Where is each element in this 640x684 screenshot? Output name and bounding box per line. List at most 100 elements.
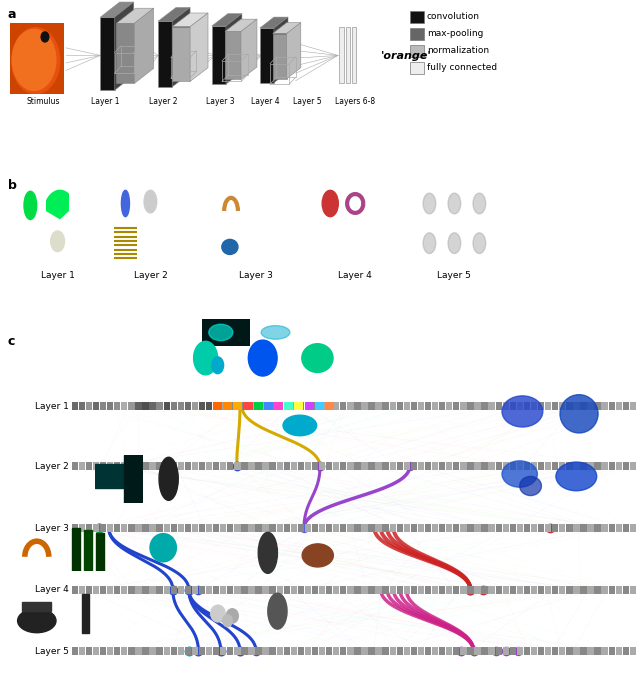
Bar bbox=[135, 402, 141, 410]
Ellipse shape bbox=[248, 340, 277, 376]
Bar bbox=[467, 462, 474, 471]
Bar bbox=[630, 402, 636, 410]
Bar bbox=[474, 462, 481, 471]
Bar bbox=[255, 462, 262, 471]
Bar bbox=[559, 647, 566, 655]
Bar bbox=[488, 647, 495, 655]
Bar bbox=[340, 402, 346, 410]
Bar bbox=[362, 524, 367, 532]
Bar bbox=[163, 462, 170, 471]
Bar bbox=[107, 524, 113, 532]
Bar bbox=[284, 524, 290, 532]
Bar bbox=[346, 27, 350, 83]
Bar bbox=[432, 524, 438, 532]
Polygon shape bbox=[273, 34, 287, 79]
Bar bbox=[404, 524, 410, 532]
Bar bbox=[446, 524, 452, 532]
Bar bbox=[516, 586, 523, 594]
Ellipse shape bbox=[302, 544, 333, 567]
Bar bbox=[79, 586, 85, 594]
Bar bbox=[609, 586, 615, 594]
Bar bbox=[411, 462, 417, 471]
Bar bbox=[234, 402, 243, 410]
Text: max-pooling: max-pooling bbox=[427, 29, 483, 38]
Bar bbox=[206, 402, 212, 410]
Bar bbox=[538, 647, 544, 655]
Polygon shape bbox=[212, 14, 242, 26]
Bar bbox=[588, 647, 594, 655]
Bar bbox=[410, 11, 424, 23]
Bar bbox=[390, 586, 396, 594]
Text: Layer 3: Layer 3 bbox=[35, 523, 68, 533]
Bar bbox=[524, 586, 530, 594]
Point bbox=[216, 646, 226, 657]
Bar bbox=[79, 462, 85, 471]
Ellipse shape bbox=[560, 395, 598, 433]
Bar bbox=[347, 402, 353, 410]
Point bbox=[235, 646, 245, 657]
Bar bbox=[206, 462, 212, 471]
Bar bbox=[291, 524, 297, 532]
Ellipse shape bbox=[448, 193, 461, 214]
Bar bbox=[213, 524, 220, 532]
Bar bbox=[95, 464, 124, 488]
Ellipse shape bbox=[17, 609, 56, 633]
Bar bbox=[595, 402, 601, 410]
Bar bbox=[531, 402, 537, 410]
Bar bbox=[474, 586, 481, 594]
Bar bbox=[220, 647, 227, 655]
Bar bbox=[206, 586, 212, 594]
Bar bbox=[86, 402, 92, 410]
Text: Layer 2: Layer 2 bbox=[149, 97, 177, 106]
Bar bbox=[602, 524, 608, 532]
Bar bbox=[340, 647, 346, 655]
Bar bbox=[192, 524, 198, 532]
Ellipse shape bbox=[12, 29, 56, 90]
Bar bbox=[248, 586, 255, 594]
Bar bbox=[305, 462, 311, 471]
Bar bbox=[264, 402, 273, 410]
Bar bbox=[185, 402, 191, 410]
Bar bbox=[630, 586, 636, 594]
Bar bbox=[149, 402, 156, 410]
Bar bbox=[411, 402, 417, 410]
Point bbox=[168, 584, 178, 595]
Bar bbox=[79, 402, 85, 410]
Bar bbox=[142, 524, 148, 532]
Bar bbox=[142, 462, 148, 471]
Bar bbox=[623, 586, 629, 594]
Bar bbox=[93, 586, 99, 594]
Bar bbox=[262, 402, 269, 410]
Bar bbox=[566, 402, 573, 410]
Bar bbox=[107, 647, 113, 655]
Bar bbox=[142, 586, 148, 594]
Bar bbox=[488, 586, 495, 594]
Ellipse shape bbox=[473, 193, 486, 214]
Bar bbox=[418, 402, 424, 410]
Text: Layer 5: Layer 5 bbox=[35, 646, 68, 656]
Bar bbox=[376, 524, 382, 532]
Bar bbox=[312, 462, 318, 471]
Bar bbox=[284, 462, 290, 471]
Bar bbox=[100, 462, 106, 471]
Point bbox=[468, 646, 479, 657]
Bar bbox=[284, 586, 290, 594]
Bar bbox=[545, 647, 551, 655]
Bar bbox=[276, 647, 283, 655]
Point bbox=[478, 584, 488, 595]
Ellipse shape bbox=[268, 593, 287, 629]
Bar bbox=[580, 647, 587, 655]
Ellipse shape bbox=[211, 605, 225, 622]
Bar bbox=[588, 524, 594, 532]
Bar bbox=[86, 524, 92, 532]
Polygon shape bbox=[134, 8, 154, 83]
Bar bbox=[516, 462, 523, 471]
Bar bbox=[362, 462, 367, 471]
Bar bbox=[243, 402, 253, 410]
Ellipse shape bbox=[12, 27, 60, 94]
Bar bbox=[100, 402, 106, 410]
Bar bbox=[220, 462, 227, 471]
Bar bbox=[72, 524, 78, 532]
Bar bbox=[248, 402, 255, 410]
Bar bbox=[481, 524, 488, 532]
